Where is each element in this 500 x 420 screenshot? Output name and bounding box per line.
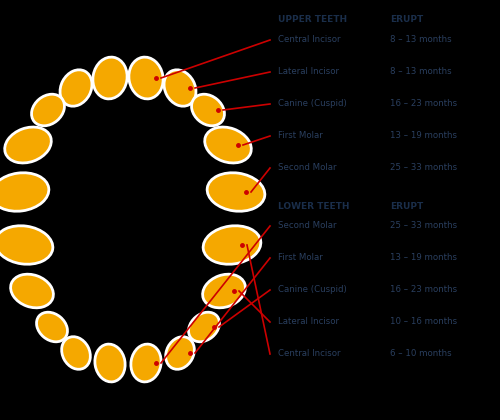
Ellipse shape (131, 344, 161, 382)
Ellipse shape (192, 94, 224, 126)
Text: Canine (Cuspid): Canine (Cuspid) (278, 100, 347, 108)
Ellipse shape (62, 337, 90, 369)
Text: 16 – 23 months: 16 – 23 months (390, 100, 457, 108)
Ellipse shape (129, 57, 163, 99)
Text: 13 – 19 months: 13 – 19 months (390, 131, 457, 141)
Text: Lateral Incisor: Lateral Incisor (278, 68, 339, 76)
Text: Central Incisor: Central Incisor (278, 349, 340, 359)
Ellipse shape (0, 226, 53, 264)
Ellipse shape (207, 173, 265, 211)
Ellipse shape (95, 344, 125, 382)
Ellipse shape (36, 312, 68, 342)
Ellipse shape (188, 312, 220, 342)
Text: 8 – 13 months: 8 – 13 months (390, 68, 452, 76)
Text: 8 – 13 months: 8 – 13 months (390, 36, 452, 45)
Text: Lateral Incisor: Lateral Incisor (278, 318, 339, 326)
Ellipse shape (203, 226, 261, 264)
Text: 25 – 33 months: 25 – 33 months (390, 163, 457, 173)
Ellipse shape (93, 57, 127, 99)
Text: Canine (Cuspid): Canine (Cuspid) (278, 286, 347, 294)
Ellipse shape (60, 70, 92, 106)
Text: ERUPT: ERUPT (390, 202, 423, 211)
Text: Central Incisor: Central Incisor (278, 36, 340, 45)
Text: 16 – 23 months: 16 – 23 months (390, 286, 457, 294)
Text: Second Molar: Second Molar (278, 163, 336, 173)
Ellipse shape (4, 127, 52, 163)
Text: 10 – 16 months: 10 – 16 months (390, 318, 457, 326)
Text: Second Molar: Second Molar (278, 221, 336, 231)
Ellipse shape (164, 70, 196, 106)
Ellipse shape (32, 94, 64, 126)
Ellipse shape (166, 337, 194, 369)
Text: ERUPT: ERUPT (390, 15, 423, 24)
Text: First Molar: First Molar (278, 254, 323, 262)
Text: First Molar: First Molar (278, 131, 323, 141)
Ellipse shape (10, 274, 54, 308)
Text: 25 – 33 months: 25 – 33 months (390, 221, 457, 231)
Text: 6 – 10 months: 6 – 10 months (390, 349, 452, 359)
Text: 13 – 19 months: 13 – 19 months (390, 254, 457, 262)
Text: UPPER TEETH: UPPER TEETH (278, 15, 347, 24)
Ellipse shape (204, 127, 252, 163)
Ellipse shape (202, 274, 246, 308)
Ellipse shape (0, 173, 49, 211)
Text: LOWER TEETH: LOWER TEETH (278, 202, 349, 211)
